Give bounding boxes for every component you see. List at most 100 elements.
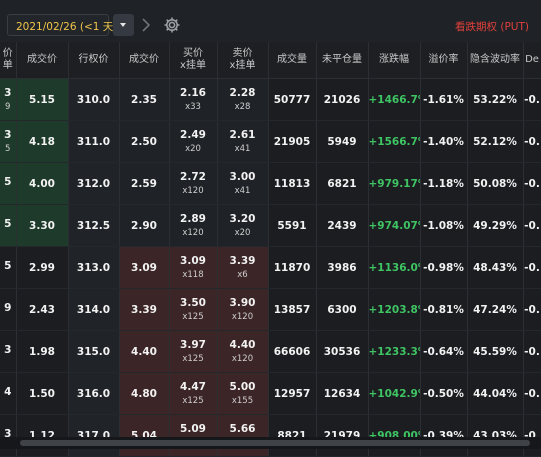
call-trade-price-cell[interactable]: 1.12 <box>16 414 69 457</box>
call-edge-cell[interactable]: 9 <box>0 288 17 331</box>
expiry-date-select[interactable]: 2021/02/26 (<1 天) <box>7 14 117 36</box>
trade-price-cell[interactable]: 5.04 <box>119 414 170 457</box>
bid-cell[interactable]: 3.50 x125 <box>169 288 218 331</box>
call-trade-price-cell[interactable]: 1.98 <box>16 330 69 373</box>
change-pct-cell[interactable]: +1136.0% <box>368 246 421 289</box>
ask-cell[interactable]: 3.20 x20 <box>217 204 269 247</box>
trade-price-cell[interactable]: 3.39 <box>119 288 170 331</box>
premium-cell[interactable]: -0.81% <box>420 288 468 331</box>
call-trade-price-cell[interactable]: 2.43 <box>16 288 69 331</box>
implied-volatility-cell[interactable]: 43.03% <box>467 414 524 457</box>
open-interest-cell[interactable]: 3986 <box>316 246 369 289</box>
delta-cell[interactable]: -0. <box>523 120 541 163</box>
implied-volatility-cell[interactable]: 49.29% <box>467 204 524 247</box>
premium-cell[interactable]: -0.98% <box>420 246 468 289</box>
implied-volatility-cell[interactable]: 53.22% <box>467 78 524 121</box>
call-edge-cell[interactable]: 3 <box>0 330 17 373</box>
strike-cell[interactable]: 313.0 <box>68 246 120 289</box>
bid-cell[interactable]: 4.47 x125 <box>169 372 218 415</box>
trade-price-cell[interactable]: 4.40 <box>119 330 170 373</box>
implied-volatility-cell[interactable]: 52.12% <box>467 120 524 163</box>
trade-price-cell[interactable]: 2.59 <box>119 162 170 205</box>
change-pct-cell[interactable]: +1466.7% <box>368 78 421 121</box>
implied-volatility-cell[interactable]: 48.43% <box>467 246 524 289</box>
open-interest-cell[interactable]: 21026 <box>316 78 369 121</box>
ask-cell[interactable]: 3.90 x120 <box>217 288 269 331</box>
strike-cell[interactable]: 315.0 <box>68 330 120 373</box>
open-interest-cell[interactable]: 12634 <box>316 372 369 415</box>
bid-cell[interactable]: 2.72 x120 <box>169 162 218 205</box>
implied-volatility-cell[interactable]: 47.24% <box>467 288 524 331</box>
strike-cell[interactable]: 311.0 <box>68 120 120 163</box>
header-delta[interactable]: De <box>523 42 541 79</box>
premium-cell[interactable]: -0.39% <box>420 414 468 457</box>
open-interest-cell[interactable]: 30536 <box>316 330 369 373</box>
strike-cell[interactable]: 312.5 <box>68 204 120 247</box>
premium-cell[interactable]: -0.50% <box>420 372 468 415</box>
call-edge-cell[interactable]: 4 <box>0 372 17 415</box>
open-interest-cell[interactable]: 6300 <box>316 288 369 331</box>
bid-cell[interactable]: 2.16 x33 <box>169 78 218 121</box>
open-interest-cell[interactable]: 5949 <box>316 120 369 163</box>
premium-cell[interactable]: -1.61% <box>420 78 468 121</box>
table-row[interactable]: 3 5 4.18 311.0 2.50 2.49 x20 2.61 x41 21905 5949 +1… <box>0 120 541 163</box>
volume-cell[interactable]: 13857 <box>268 288 317 331</box>
header-bid[interactable]: 买价 x挂单 <box>169 42 218 79</box>
open-interest-cell[interactable]: 6821 <box>316 162 369 205</box>
change-pct-cell[interactable]: +1203.8% <box>368 288 421 331</box>
trade-price-cell[interactable]: 2.35 <box>119 78 170 121</box>
table-row[interactable]: 5 2.99 313.0 3.09 3.09 x118 3.39 x6 11870 3986 +11… <box>0 246 541 289</box>
call-trade-price-cell[interactable]: 4.18 <box>16 120 69 163</box>
ask-cell[interactable]: 5.66x155 <box>217 414 269 457</box>
implied-volatility-cell[interactable]: 44.04% <box>467 372 524 415</box>
open-interest-cell[interactable]: 21979 <box>316 414 369 457</box>
premium-cell[interactable]: -1.40% <box>420 120 468 163</box>
delta-cell[interactable]: -0. <box>523 330 541 373</box>
ask-cell[interactable]: 3.39 x6 <box>217 246 269 289</box>
call-trade-price-cell[interactable]: 4.00 <box>16 162 69 205</box>
call-trade-price-cell[interactable]: 1.50 <box>16 372 69 415</box>
implied-volatility-cell[interactable]: 45.59% <box>467 330 524 373</box>
call-edge-cell[interactable]: 5 <box>0 204 17 247</box>
scrollbar-thumb[interactable] <box>20 440 530 446</box>
delta-cell[interactable]: -0. <box>523 372 541 415</box>
header-call-trade-price[interactable]: 成交价 <box>16 42 69 79</box>
chevron-right-icon[interactable] <box>140 17 152 33</box>
call-edge-cell[interactable]: 5 <box>0 246 17 289</box>
delta-cell[interactable]: -0. <box>523 246 541 289</box>
table-row[interactable]: 31.12317.05.045.09x1555.66x155882121979+… <box>0 414 541 457</box>
change-pct-cell[interactable]: +1566.7% <box>368 120 421 163</box>
change-pct-cell[interactable]: +979.17% <box>368 162 421 205</box>
change-pct-cell[interactable]: +1042.9% <box>368 372 421 415</box>
change-pct-cell[interactable]: +908.00% <box>368 414 421 457</box>
horizontal-scrollbar[interactable] <box>0 437 541 449</box>
call-trade-price-cell[interactable]: 3.30 <box>16 204 69 247</box>
call-edge-cell[interactable]: 5 <box>0 162 17 205</box>
delta-cell[interactable]: -0. <box>523 78 541 121</box>
bid-cell[interactable]: 3.09 x118 <box>169 246 218 289</box>
table-row[interactable]: 4 1.50 316.0 4.80 4.47 x125 5.00 x155 12957 12634… <box>0 372 541 415</box>
volume-cell[interactable]: 11813 <box>268 162 317 205</box>
strike-cell[interactable]: 312.0 <box>68 162 120 205</box>
strike-cell[interactable]: 317.0 <box>68 414 120 457</box>
ask-cell[interactable]: 2.61 x41 <box>217 120 269 163</box>
trade-price-cell[interactable]: 3.09 <box>119 246 170 289</box>
change-pct-cell[interactable]: +974.07% <box>368 204 421 247</box>
header-open-interest[interactable]: 未平仓量 <box>316 42 369 79</box>
header-ask[interactable]: 卖价 x挂单 <box>217 42 269 79</box>
ask-cell[interactable]: 3.00 x41 <box>217 162 269 205</box>
table-row[interactable]: 5 3.30 312.5 2.90 2.89 x120 3.20 x20 5591 2439 +97… <box>0 204 541 247</box>
call-trade-price-cell[interactable]: 2.99 <box>16 246 69 289</box>
header-change-pct[interactable]: 涨跌幅 <box>368 42 421 79</box>
volume-cell[interactable]: 5591 <box>268 204 317 247</box>
volume-cell[interactable]: 11870 <box>268 246 317 289</box>
ask-cell[interactable]: 2.28 x28 <box>217 78 269 121</box>
volume-cell[interactable]: 21905 <box>268 120 317 163</box>
gear-icon[interactable] <box>163 16 181 34</box>
trade-price-cell[interactable]: 4.80 <box>119 372 170 415</box>
header-implied-volatility[interactable]: 隐含波动率 <box>467 42 524 79</box>
strike-cell[interactable]: 316.0 <box>68 372 120 415</box>
volume-cell[interactable]: 12957 <box>268 372 317 415</box>
